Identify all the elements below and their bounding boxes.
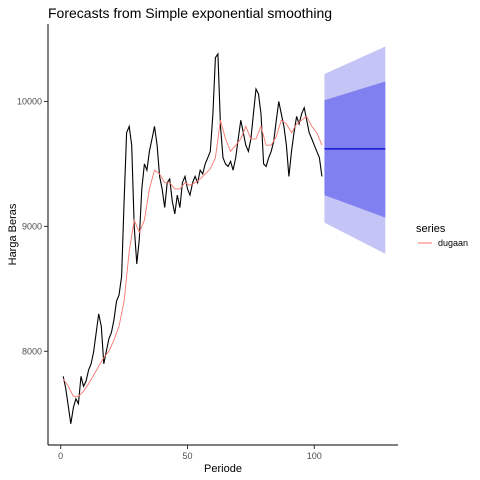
axis-ticks: 0 50 100 8000 9000 10000 bbox=[17, 96, 322, 461]
legend-label-dugaan: dugaan bbox=[438, 238, 468, 248]
legend: series dugaan bbox=[416, 223, 468, 248]
x-axis-title: Periode bbox=[204, 463, 242, 475]
legend-title: series bbox=[416, 223, 446, 235]
y-tick-label-8000: 8000 bbox=[22, 346, 42, 356]
plot-area bbox=[62, 46, 386, 424]
chart-title: Forecasts from Simple exponential smooth… bbox=[48, 5, 332, 21]
actual-series-line bbox=[62, 52, 323, 424]
x-tick-label-50: 50 bbox=[182, 451, 192, 461]
fitted-series-line bbox=[62, 115, 323, 397]
y-tick-label-10000: 10000 bbox=[17, 96, 42, 106]
prediction-interval-80-band bbox=[324, 81, 386, 218]
x-tick-label-0: 0 bbox=[58, 451, 63, 461]
y-axis-title: Harga Beras bbox=[7, 203, 19, 265]
x-tick-label-100: 100 bbox=[307, 451, 322, 461]
y-tick-label-9000: 9000 bbox=[22, 221, 42, 231]
